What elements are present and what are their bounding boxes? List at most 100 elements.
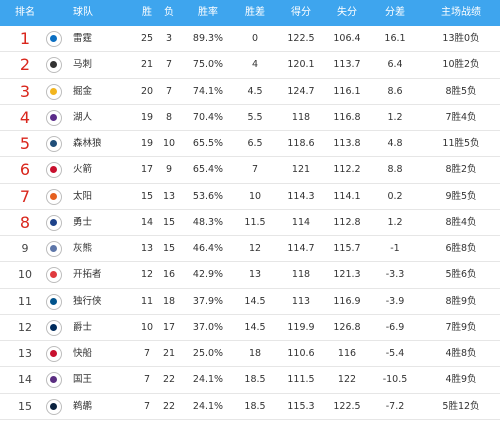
team-logo-icon xyxy=(46,162,62,179)
table-row[interactable]: 8 勇士 14 15 48.3% 11.5 114 112.8 1.2 8胜4负 xyxy=(0,209,500,237)
point-diff-cell: -3.3 xyxy=(385,269,405,281)
win-pct-cell: 24.1% xyxy=(192,400,224,412)
point-diff-cell: -5.4 xyxy=(385,348,405,360)
header-opp-points: 失分 xyxy=(337,7,357,18)
point-diff-cell: 6.4 xyxy=(387,59,403,71)
table-row[interactable]: 11 独行侠 11 18 37.9% 14.5 113 116.9 -3.9 8胜9负 xyxy=(0,288,500,315)
team-name[interactable]: 灰熊 xyxy=(73,243,93,255)
games-behind-cell: 4.5 xyxy=(247,85,263,97)
opp-points-cell: 122.5 xyxy=(333,400,361,412)
points-cell: 114 xyxy=(291,216,311,228)
rank-cell: 15 xyxy=(18,399,32,413)
losses-cell: 9 xyxy=(165,164,173,176)
team-name[interactable]: 火箭 xyxy=(73,164,93,176)
table-row[interactable]: 1 雷霆 25 3 89.3% 0 122.5 106.4 16.1 13胜0负 xyxy=(0,26,500,53)
team-name[interactable]: 快船 xyxy=(73,348,93,360)
table-row[interactable]: 10 开拓者 12 16 42.9% 13 118 121.3 -3.3 5胜6负 xyxy=(0,262,500,289)
team-logo-core xyxy=(50,61,57,69)
rank-cell: 6 xyxy=(19,160,31,180)
table-row[interactable]: 5 森林狼 19 10 65.5% 6.5 118.6 113.8 4.8 11胜5负 xyxy=(0,131,500,158)
home-record-cell: 5胜12负 xyxy=(442,400,480,412)
home-record-cell: 4胜8负 xyxy=(445,348,477,360)
opp-points-cell: 115.7 xyxy=(333,243,361,255)
games-behind-cell: 6.5 xyxy=(247,138,263,150)
home-record-cell: 5胜6负 xyxy=(445,269,477,281)
team-name[interactable]: 勇士 xyxy=(73,216,93,228)
table-row[interactable]: 7 太阳 15 13 53.6% 10 114.3 114.1 0.2 9胜5负 xyxy=(0,183,500,210)
table-row[interactable]: 12 爵士 10 17 37.0% 14.5 119.9 126.8 -6.9 7胜9负 xyxy=(0,314,500,342)
point-diff-cell: 1.2 xyxy=(387,111,403,123)
table-row[interactable]: 14 国王 7 22 24.1% 18.5 111.5 122 -10.5 4胜9负 xyxy=(0,367,500,394)
point-diff-cell: 16.1 xyxy=(384,33,406,44)
table-row[interactable]: 9 灰熊 13 15 46.4% 12 114.7 115.7 -1 6胜8负 xyxy=(0,236,500,263)
team-name[interactable]: 马刺 xyxy=(73,59,93,71)
team-name[interactable]: 雷霆 xyxy=(73,33,93,44)
losses-cell: 22 xyxy=(162,400,176,412)
team-logo-icon xyxy=(46,241,62,258)
team-logo-core xyxy=(50,218,57,226)
points-cell: 122.5 xyxy=(287,33,315,44)
team-name[interactable]: 湖人 xyxy=(73,111,93,123)
opp-points-cell: 122 xyxy=(337,374,357,386)
team-name[interactable]: 国王 xyxy=(73,374,93,386)
rank-cell: 2 xyxy=(19,55,31,75)
team-name[interactable]: 森林狼 xyxy=(73,138,102,150)
team-logo-core xyxy=(50,192,57,200)
losses-cell: 8 xyxy=(165,111,173,123)
table-row[interactable]: 3 掘金 20 7 74.1% 4.5 124.7 116.1 8.6 8胜5负 xyxy=(0,78,500,105)
games-behind-cell: 7 xyxy=(251,164,259,176)
points-cell: 119.9 xyxy=(287,321,315,333)
point-diff-cell: 8.6 xyxy=(387,85,403,97)
team-logo-core xyxy=(50,35,57,42)
team-name[interactable]: 独行侠 xyxy=(73,295,102,307)
points-cell: 111.5 xyxy=(287,374,315,386)
team-name[interactable]: 太阳 xyxy=(73,190,93,202)
games-behind-cell: 4 xyxy=(251,59,259,71)
header-losses: 负 xyxy=(164,7,174,18)
team-name[interactable]: 开拓者 xyxy=(73,269,102,281)
team-logo-icon xyxy=(46,346,62,363)
opp-points-cell: 106.4 xyxy=(333,33,361,44)
rank-cell: 8 xyxy=(19,212,31,232)
points-cell: 118 xyxy=(291,269,311,281)
games-behind-cell: 18 xyxy=(248,348,262,360)
wins-cell: 21 xyxy=(140,59,154,71)
rank-cell: 3 xyxy=(19,81,31,101)
point-diff-cell: -3.9 xyxy=(385,295,405,307)
table-row[interactable]: 2 马刺 21 7 75.0% 4 120.1 113.7 6.4 10胜2负 xyxy=(0,52,500,79)
games-behind-cell: 0 xyxy=(251,33,259,44)
team-name[interactable]: 掘金 xyxy=(73,85,93,97)
wins-cell: 17 xyxy=(140,164,154,176)
home-record-cell: 8胜9负 xyxy=(445,295,477,307)
home-record-cell: 8胜2负 xyxy=(445,164,477,176)
standings-table: 排名 球队 胜 负 胜率 胜差 得分 失分 分差 主场战绩 1 雷霆 25 3 89.3… xyxy=(0,0,500,420)
win-pct-cell: 89.3% xyxy=(192,33,224,44)
opp-points-cell: 121.3 xyxy=(333,269,361,281)
team-logo-icon xyxy=(46,372,62,389)
games-behind-cell: 14.5 xyxy=(244,295,266,307)
wins-cell: 20 xyxy=(140,85,154,97)
table-row[interactable]: 4 湖人 19 8 70.4% 5.5 118 116.8 1.2 7胜4负 xyxy=(0,104,500,132)
team-logo-icon xyxy=(46,398,62,415)
home-record-cell: 7胜4负 xyxy=(445,111,477,123)
team-name[interactable]: 爵士 xyxy=(73,321,93,333)
win-pct-cell: 37.9% xyxy=(192,295,224,307)
header-team: 球队 xyxy=(73,7,93,18)
losses-cell: 7 xyxy=(165,85,173,97)
opp-points-cell: 116 xyxy=(337,348,357,360)
home-record-cell: 11胜5负 xyxy=(442,138,480,150)
team-logo-icon xyxy=(46,57,62,74)
points-cell: 115.3 xyxy=(287,400,315,412)
losses-cell: 7 xyxy=(165,59,173,71)
games-behind-cell: 14.5 xyxy=(244,321,266,333)
table-row[interactable]: 13 快船 7 21 25.0% 18 110.6 116 -5.4 4胜8负 xyxy=(0,341,500,368)
header-games-behind: 胜差 xyxy=(245,7,265,18)
points-cell: 124.7 xyxy=(287,85,315,97)
rank-cell: 7 xyxy=(19,186,31,206)
points-cell: 118 xyxy=(291,111,311,123)
team-name[interactable]: 鹈鹕 xyxy=(73,400,93,412)
table-row[interactable]: 6 火箭 17 9 65.4% 7 121 112.2 8.8 8胜2负 xyxy=(0,157,500,184)
team-logo-core xyxy=(50,376,57,384)
games-behind-cell: 10 xyxy=(248,190,262,202)
table-row[interactable]: 15 鹈鹕 7 22 24.1% 18.5 115.3 122.5 -7.2 5胜12负 xyxy=(0,393,500,420)
